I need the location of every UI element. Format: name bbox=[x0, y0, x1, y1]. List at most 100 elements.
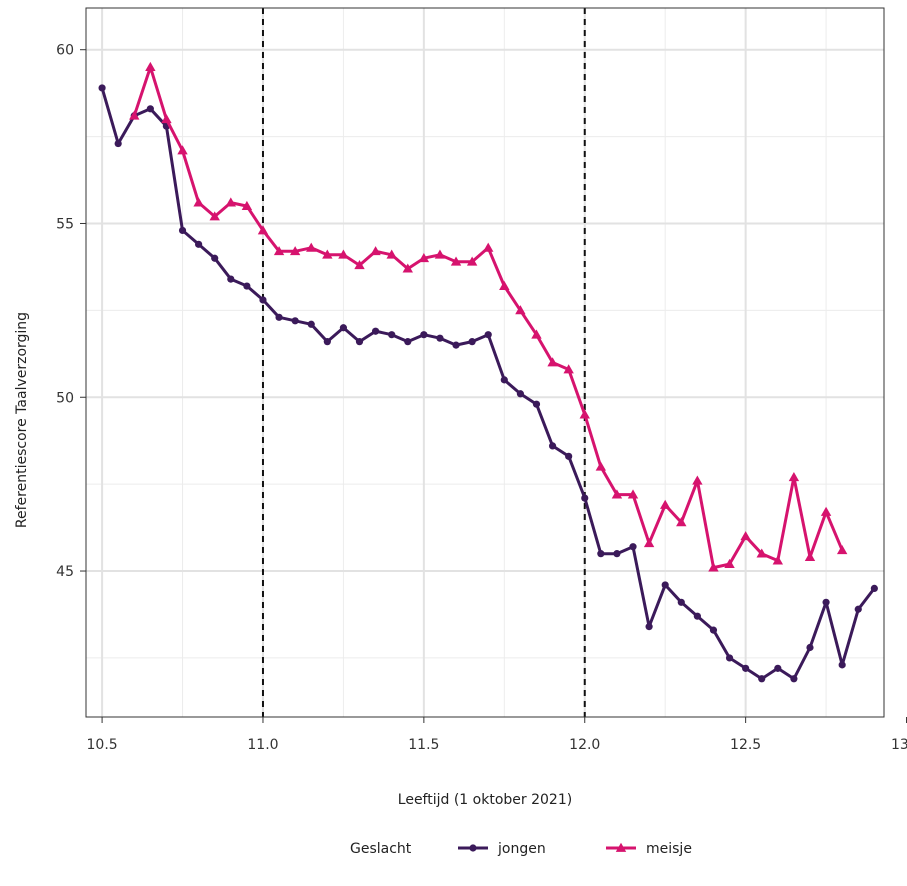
data-point-jongen bbox=[677, 598, 685, 606]
x-tick-label: 13.0 bbox=[891, 737, 907, 753]
legend-key-marker bbox=[469, 844, 477, 852]
data-point-jongen bbox=[758, 675, 766, 683]
series-line-meisje bbox=[132, 65, 844, 570]
plot-panel-border bbox=[85, 7, 885, 718]
data-point-jongen bbox=[645, 623, 653, 631]
y-axis-title: Referentiescore Taalverzorging bbox=[14, 312, 30, 528]
data-point-jongen bbox=[195, 240, 203, 248]
data-point-jongen bbox=[790, 675, 798, 683]
data-point-meisje bbox=[547, 357, 558, 367]
grid bbox=[86, 8, 884, 717]
legend-items: jongen meisje bbox=[458, 841, 692, 857]
data-point-jongen bbox=[291, 317, 299, 325]
data-point-jongen bbox=[146, 105, 154, 113]
data-point-jongen bbox=[661, 581, 669, 589]
data-point-meisje bbox=[450, 256, 462, 266]
x-tick-label: 11.0 bbox=[247, 737, 278, 753]
data-point-meisje bbox=[225, 197, 236, 207]
data-point-meisje bbox=[515, 305, 526, 315]
data-point-meisje bbox=[177, 145, 188, 155]
data-point-jongen bbox=[114, 139, 122, 148]
data-point-meisje bbox=[338, 249, 349, 259]
legend: Geslacht jongen meisje bbox=[350, 841, 692, 857]
data-point-meisje bbox=[788, 471, 800, 482]
data-point-meisje bbox=[418, 253, 430, 263]
data-point-jongen bbox=[339, 324, 348, 332]
data-point-meisje bbox=[257, 225, 269, 235]
data-point-meisje bbox=[289, 246, 301, 256]
series-jongen bbox=[98, 84, 878, 683]
data-point-meisje bbox=[627, 489, 639, 499]
y-tick-label: 55 bbox=[56, 216, 74, 232]
legend-key-marker bbox=[615, 842, 627, 852]
data-point-meisje bbox=[209, 211, 220, 221]
data-point-jongen bbox=[532, 400, 541, 408]
data-point-jongen bbox=[500, 376, 508, 384]
data-point-jongen bbox=[323, 338, 331, 346]
data-point-meisje bbox=[466, 256, 478, 266]
data-point-meisje bbox=[499, 280, 510, 290]
data-point-meisje bbox=[386, 249, 397, 259]
data-point-jongen bbox=[227, 275, 235, 283]
data-point-meisje bbox=[804, 551, 816, 562]
y-tick-label: 45 bbox=[56, 564, 74, 580]
data-point-jongen bbox=[178, 226, 187, 235]
data-point-jongen bbox=[98, 84, 106, 92]
data-point-jongen bbox=[452, 341, 460, 349]
data-point-meisje bbox=[708, 562, 719, 572]
x-axis-ticks: 10.5 11.0 11.5 12.0 12.5 13.0 bbox=[87, 717, 907, 753]
legend-item-meisje: meisje bbox=[606, 841, 692, 857]
data-point-jongen bbox=[516, 390, 524, 398]
data-point-meisje bbox=[306, 242, 317, 252]
data-point-jongen bbox=[581, 494, 589, 502]
data-point-meisje bbox=[611, 489, 623, 499]
data-point-jongen bbox=[388, 331, 396, 339]
data-point-jongen bbox=[211, 254, 219, 262]
data-point-meisje bbox=[756, 548, 767, 558]
data-point-meisje bbox=[579, 409, 590, 419]
data-point-jongen bbox=[468, 338, 476, 346]
data-point-jongen bbox=[548, 442, 557, 450]
data-point-meisje bbox=[161, 114, 172, 124]
x-tick-label: 10.5 bbox=[87, 737, 118, 753]
data-point-meisje bbox=[676, 517, 687, 527]
series-layer bbox=[98, 61, 878, 683]
data-point-jongen bbox=[629, 543, 637, 551]
data-point-jongen bbox=[307, 320, 315, 328]
series-meisje bbox=[129, 61, 848, 572]
data-point-jongen bbox=[597, 550, 605, 558]
data-point-meisje bbox=[531, 329, 542, 339]
data-point-jongen bbox=[484, 331, 492, 339]
x-tick-label: 12.0 bbox=[569, 737, 600, 753]
data-point-jongen bbox=[806, 643, 814, 652]
data-point-jongen bbox=[709, 626, 718, 634]
data-point-meisje bbox=[193, 197, 204, 207]
data-point-meisje bbox=[483, 242, 494, 252]
data-point-jongen bbox=[355, 338, 364, 346]
data-point-meisje bbox=[241, 200, 253, 211]
data-point-meisje bbox=[129, 110, 140, 120]
data-point-meisje bbox=[772, 555, 784, 565]
data-point-meisje bbox=[595, 461, 607, 471]
data-point-meisje bbox=[692, 475, 703, 485]
reference-lines bbox=[261, 8, 586, 717]
data-point-jongen bbox=[870, 584, 878, 593]
legend-item-jongen: jongen bbox=[458, 841, 546, 857]
data-point-meisje bbox=[563, 364, 574, 374]
data-point-jongen bbox=[371, 327, 380, 335]
legend-label: jongen bbox=[497, 841, 546, 857]
x-axis-title: Leeftijd (1 oktober 2021) bbox=[398, 792, 572, 808]
x-tick-label: 11.5 bbox=[408, 737, 439, 753]
data-point-jongen bbox=[774, 664, 782, 672]
data-point-jongen bbox=[275, 313, 283, 321]
data-point-jongen bbox=[259, 296, 267, 304]
data-point-meisje bbox=[659, 499, 671, 509]
data-point-meisje bbox=[273, 246, 285, 256]
data-point-meisje bbox=[724, 558, 735, 568]
legend-title: Geslacht bbox=[350, 841, 412, 857]
data-point-jongen bbox=[693, 612, 701, 620]
data-point-meisje bbox=[820, 506, 832, 516]
data-point-jongen bbox=[854, 605, 862, 613]
data-point-jongen bbox=[838, 661, 846, 669]
